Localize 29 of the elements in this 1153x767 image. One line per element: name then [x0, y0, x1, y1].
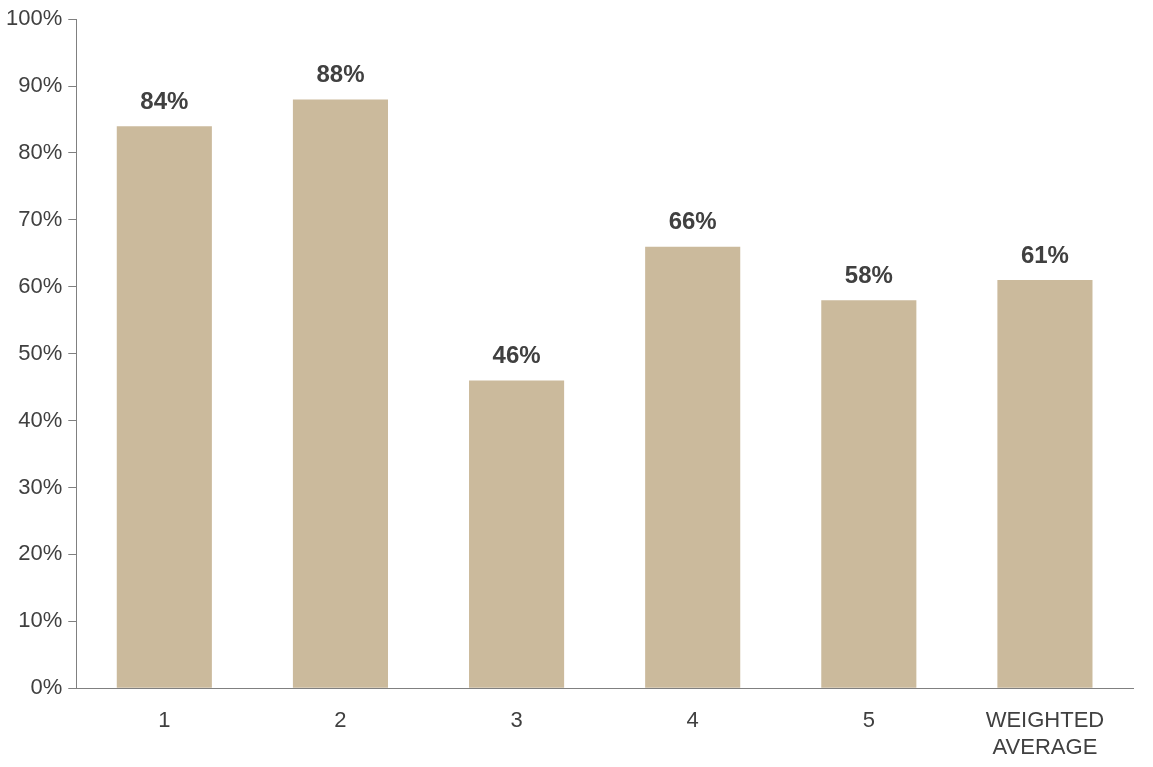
y-tick-label: 60%: [18, 272, 63, 298]
bar: [645, 246, 741, 688]
bar: [292, 99, 388, 688]
y-tick-label: 90%: [18, 72, 63, 98]
x-tick-label: WEIGHTED AVERAGE: [985, 707, 1105, 759]
data-label: 84%: [140, 86, 189, 114]
y-tick-label: 40%: [18, 406, 63, 432]
x-tick-label: 3: [510, 707, 523, 733]
y-tick-label: 0%: [30, 674, 63, 700]
x-tick-label: 2: [334, 707, 347, 733]
y-tick-label: 80%: [18, 139, 63, 165]
data-label: 58%: [844, 260, 893, 288]
bar: [821, 300, 917, 688]
bar: [997, 280, 1093, 688]
data-label: 61%: [1020, 240, 1069, 268]
data-label: 88%: [316, 60, 365, 88]
y-tick-label: 50%: [18, 339, 63, 365]
data-label: 46%: [492, 341, 541, 369]
y-tick-label: 10%: [18, 607, 63, 633]
data-label: 66%: [668, 207, 717, 235]
y-tick-label: 100%: [5, 5, 63, 31]
y-tick-label: 20%: [18, 540, 63, 566]
y-tick-label: 70%: [18, 205, 63, 231]
x-tick-label: 5: [862, 707, 875, 733]
bar: [116, 126, 212, 688]
y-tick-label: 30%: [18, 473, 63, 499]
bar: [469, 380, 565, 688]
x-tick-label: 1: [158, 707, 171, 733]
x-tick-label: 4: [686, 707, 699, 733]
